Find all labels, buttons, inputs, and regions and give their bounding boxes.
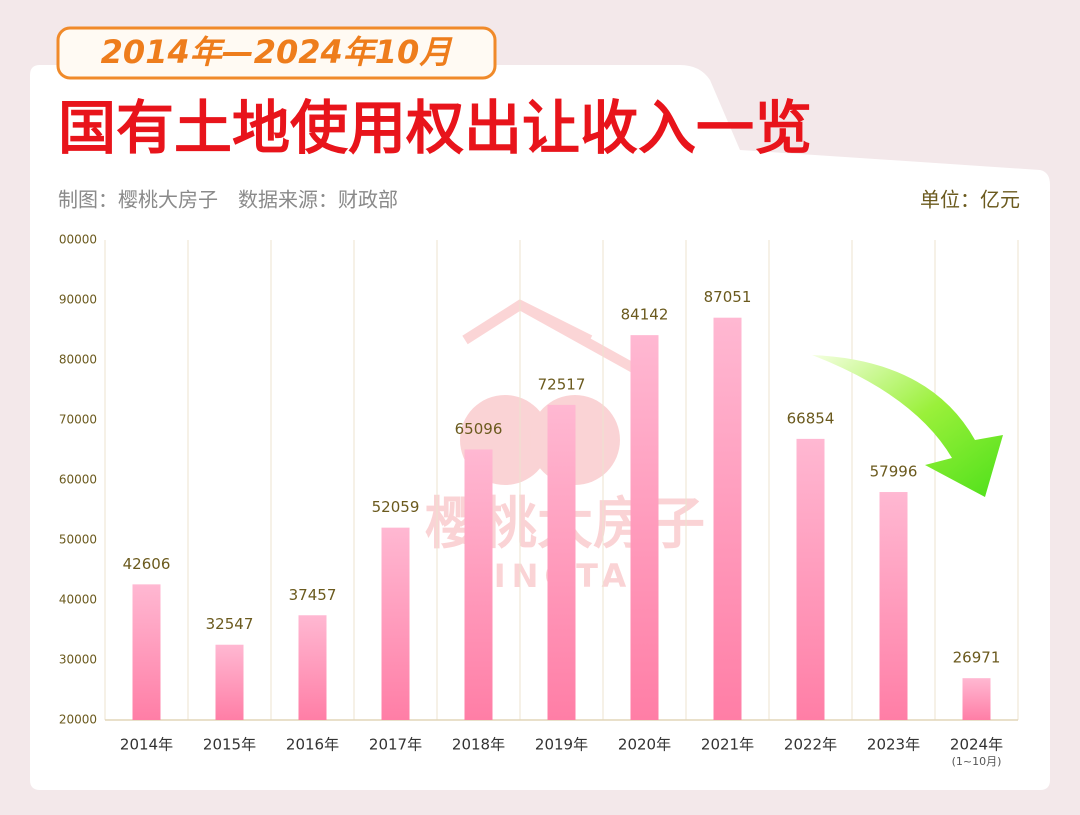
y-tick-label: 20000 <box>59 713 97 727</box>
x-tick-label: 2020年 <box>618 736 671 754</box>
card <box>30 65 1050 790</box>
y-tick-label: 70000 <box>59 413 97 427</box>
x-tick-label: 2023年 <box>867 736 920 754</box>
bar <box>547 404 576 720</box>
y-tick-label: 60000 <box>59 473 97 487</box>
x-tick-label: 2021年 <box>701 736 754 754</box>
x-tick-label: 2016年 <box>286 736 339 754</box>
bar <box>298 615 327 720</box>
x-tick-label: 2022年 <box>784 736 837 754</box>
value-label: 52059 <box>372 498 420 516</box>
x-tick-label: 2014年 <box>120 736 173 754</box>
trend-arrow <box>812 355 1003 497</box>
unit: 单位：亿元 <box>920 188 1020 212</box>
value-label: 57996 <box>870 463 918 481</box>
value-label: 65096 <box>455 420 503 438</box>
value-label: 66854 <box>787 409 835 427</box>
bar <box>215 644 244 720</box>
y-tick-label: 50000 <box>59 533 97 547</box>
bar <box>381 527 410 720</box>
badge-box <box>56 26 497 80</box>
x-tick-label: 2019年 <box>535 736 588 754</box>
value-label: 32547 <box>206 615 254 633</box>
x-tick-label: 2017年 <box>369 736 422 754</box>
bar <box>879 492 908 720</box>
x-tick-label: 2024年 <box>950 736 1003 754</box>
bar <box>464 449 493 720</box>
bar <box>132 584 161 720</box>
bar <box>713 317 742 720</box>
bar <box>796 438 825 720</box>
x-tick-label: 2015年 <box>203 736 256 754</box>
y-tick-label: 90000 <box>59 293 97 307</box>
chart-title: 国有土地使用权出让收入一览 <box>58 94 812 162</box>
value-label: 87051 <box>704 288 752 306</box>
value-label: 37457 <box>289 586 337 604</box>
y-tick-label: 30000 <box>59 653 97 667</box>
x-tick-note: (1~10月) <box>952 755 1002 768</box>
value-label: 42606 <box>123 555 171 573</box>
bar <box>962 678 991 720</box>
value-label: 26971 <box>953 649 1001 667</box>
x-tick-label: 2018年 <box>452 736 505 754</box>
subtitle: 制图：樱桃大房子 数据来源：财政部 <box>58 188 398 212</box>
value-label: 72517 <box>538 375 586 393</box>
value-label: 84142 <box>621 306 669 324</box>
y-tick-label: 40000 <box>59 593 97 607</box>
y-tick-label: 80000 <box>59 353 97 367</box>
bar <box>630 335 659 720</box>
y-tick-label: 00000 <box>59 233 97 247</box>
badge: 2014年—2024年10月 <box>101 33 454 71</box>
